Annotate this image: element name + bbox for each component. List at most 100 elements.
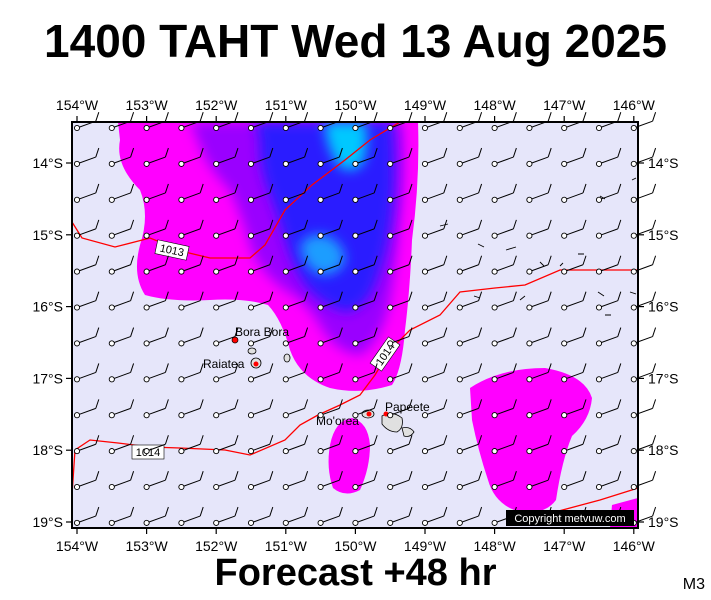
wind-barb	[247, 183, 274, 203]
wind-barb	[421, 291, 448, 311]
wind-barb	[143, 471, 169, 491]
wind-barbs	[73, 112, 657, 526]
wind-barb	[526, 399, 552, 419]
wind-barb	[352, 363, 378, 383]
wind-barb	[317, 291, 343, 311]
lat-label-left: 17°S	[32, 370, 63, 386]
wind-barb	[526, 255, 552, 275]
lat-label-right: 14°S	[648, 155, 679, 171]
wind-barb	[178, 471, 204, 491]
wind-barb	[317, 255, 343, 275]
wind-barb	[595, 219, 622, 239]
wind-barb	[247, 363, 274, 383]
place-label-moorea: Mo'orea	[316, 414, 359, 428]
wind-barb	[561, 399, 587, 419]
wind-barb	[456, 147, 483, 167]
isobar-label-1013: 1013	[159, 243, 185, 260]
wind-barb	[108, 147, 135, 167]
wind-barb	[421, 399, 448, 419]
wind-barb	[595, 399, 622, 419]
wind-barb	[108, 506, 135, 526]
wind-barb	[73, 219, 100, 239]
wind-barb	[561, 255, 587, 275]
wind-barb	[491, 471, 517, 491]
wind-barb	[247, 291, 274, 311]
lat-label-left: 18°S	[32, 442, 63, 458]
lon-label-top: 146°W	[613, 97, 656, 113]
wind-barb	[178, 183, 204, 203]
wind-barb	[143, 147, 169, 167]
lon-label-bottom: 146°W	[613, 538, 656, 554]
wind-barb	[526, 183, 552, 203]
wind-barb	[178, 399, 204, 419]
lon-label-bottom: 154°W	[56, 538, 99, 554]
wind-barb	[247, 327, 274, 347]
wind-barb	[108, 219, 135, 239]
wind-barb	[73, 255, 100, 275]
wind-barb	[491, 183, 517, 203]
wind-barb	[630, 327, 657, 347]
wind-barb	[213, 255, 239, 275]
wind-barb	[595, 147, 622, 167]
lat-label-left: 14°S	[32, 155, 63, 171]
wind-barb	[352, 399, 378, 419]
wind-barb	[630, 363, 657, 383]
wind-barb	[143, 506, 169, 526]
wind-barb	[143, 291, 169, 311]
wind-barb	[143, 435, 169, 455]
wind-barb	[630, 147, 657, 167]
wind-barb	[421, 219, 448, 239]
wind-barb	[282, 399, 309, 419]
wind-barb	[108, 291, 135, 311]
wind-barb	[526, 291, 552, 311]
wind-barb	[387, 327, 413, 347]
wind-barb	[73, 471, 100, 491]
rain-area-moorea	[328, 418, 370, 494]
wind-barb	[317, 435, 343, 455]
wind-barb	[421, 471, 448, 491]
lon-label-top: 154°W	[56, 97, 99, 113]
wind-barb	[213, 435, 239, 455]
lon-label-bottom: 147°W	[543, 538, 586, 554]
wind-barb	[595, 471, 622, 491]
moorea-marker	[366, 411, 372, 417]
wind-barb	[561, 183, 587, 203]
wind-barb	[282, 219, 309, 239]
wind-barb	[282, 255, 309, 275]
wind-barb	[421, 435, 448, 455]
lat-label-left: 15°S	[32, 227, 63, 243]
wind-barb	[526, 147, 552, 167]
wind-barb	[491, 399, 517, 419]
lon-label-bottom: 148°W	[474, 538, 517, 554]
lon-label-top: 147°W	[543, 97, 586, 113]
wind-barb	[456, 506, 483, 526]
wind-barb	[387, 471, 413, 491]
wind-barb	[630, 219, 657, 239]
wind-barb	[630, 112, 657, 132]
wind-barb	[561, 363, 587, 383]
wind-barb	[526, 219, 552, 239]
wind-barb	[595, 255, 622, 275]
wind-barb	[456, 219, 483, 239]
wind-barb	[456, 291, 483, 311]
wind-barb	[352, 147, 378, 167]
wind-barb	[352, 327, 378, 347]
wind-barb	[387, 291, 413, 311]
rain-shading	[118, 122, 638, 528]
wind-barb	[595, 291, 622, 311]
wind-barb	[561, 435, 587, 455]
lat-label-right: 16°S	[648, 299, 679, 315]
wind-barb	[630, 399, 657, 419]
lon-label-bottom: 149°W	[404, 538, 447, 554]
wind-barb	[143, 219, 169, 239]
wind-barb	[456, 255, 483, 275]
map-title: 1400 TAHT Wed 13 Aug 2025	[44, 15, 667, 67]
lon-label-bottom: 152°W	[195, 538, 238, 554]
wind-barb	[178, 291, 204, 311]
wind-barb	[213, 219, 239, 239]
isobar-1014-southeast	[554, 487, 639, 513]
wind-barb	[561, 471, 587, 491]
wind-barb	[247, 435, 274, 455]
wind-barb	[387, 255, 413, 275]
